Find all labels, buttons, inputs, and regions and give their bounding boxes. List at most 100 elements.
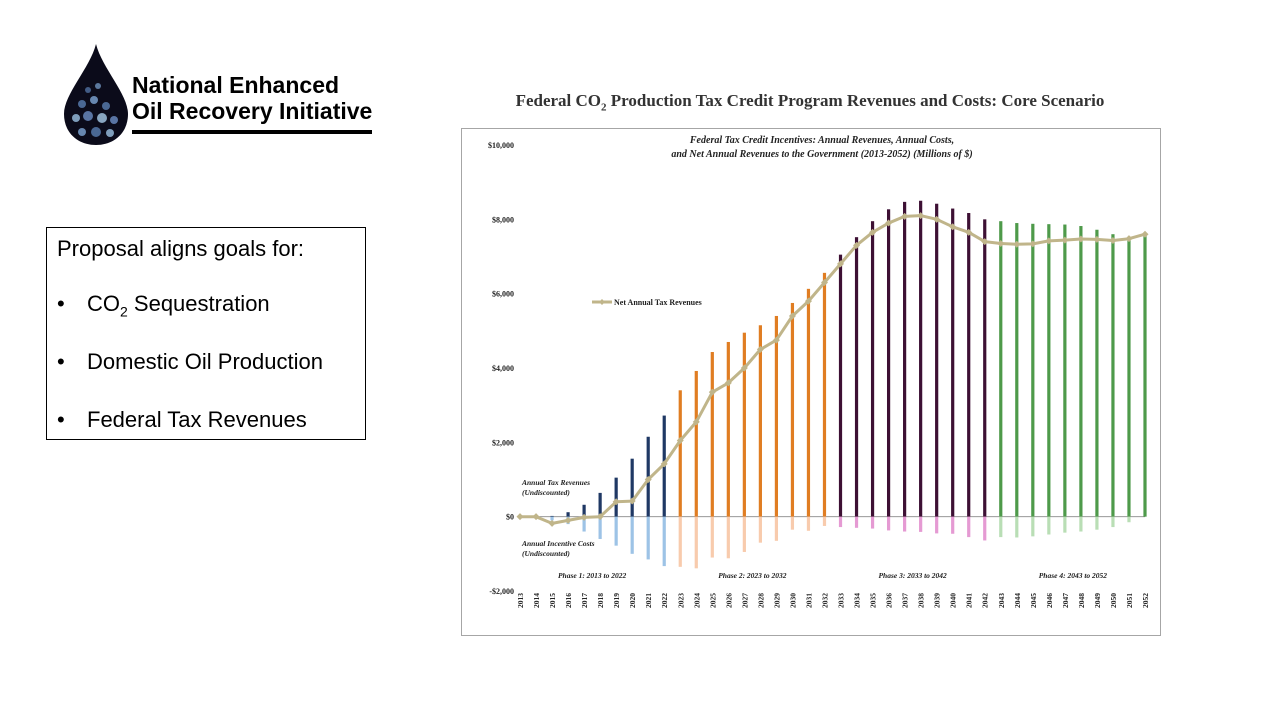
cost-bar [967,516,971,538]
bullet: • [57,291,65,316]
net-revenue-point [885,219,893,227]
x-tick-label: 2049 [1093,593,1102,608]
x-tick-label: 2028 [756,593,765,608]
x-tick-label: 2032 [820,593,829,608]
logo: National Enhanced Oil Recovery Initiativ… [60,42,375,147]
bullet: • [57,349,65,374]
revenue-bar [838,254,843,517]
revenue-bar [935,203,939,517]
cost-bar [662,516,666,567]
revenue-bar [598,492,602,517]
y-tick-label: $4,000 [492,364,514,373]
net-revenue-point [756,345,764,353]
chart-title-line-2: and Net Annual Revenues to the Governmen… [671,149,972,160]
cost-bar [582,516,586,532]
net-revenue-point [837,260,845,268]
net-revenue-point [1061,236,1069,244]
cost-bar [614,516,618,546]
net-revenue-point [997,239,1005,247]
x-tick-label: 2045 [1029,593,1038,608]
title-prefix: Federal CO [515,91,602,110]
x-tick-label: 2013 [516,593,525,608]
cost-bar [854,516,859,528]
x-tick-label: 2040 [949,593,958,608]
x-tick-label: 2030 [788,593,797,608]
net-revenue-point [772,336,780,344]
revenue-bar [822,272,827,517]
net-revenue-point [612,498,620,506]
net-revenue-point [820,279,828,287]
y-tick-label: $2,000 [492,438,514,447]
cost-bar [598,516,602,539]
net-revenue-point [965,228,973,236]
net-revenue-point [933,215,941,223]
x-tick-label: 2024 [692,593,701,608]
revenue-bar [774,315,779,517]
x-tick-label: 2051 [1125,593,1134,608]
cost-bar [1047,516,1051,535]
net-revenue-point [596,513,604,521]
x-tick-label: 2031 [804,593,813,608]
net-revenue-point [917,212,925,220]
logo-text: National Enhanced Oil Recovery Initiativ… [132,72,372,124]
revenue-bar [1079,226,1083,517]
goals-box: Proposal aligns goals for: • CO2 Sequestr… [46,227,366,440]
logo-line-1: National Enhanced [132,72,340,98]
net-revenue-point [804,297,812,305]
y-tick-label: -$2,000 [489,587,514,596]
goal-text-suffix: Sequestration [127,291,270,316]
net-revenue-point [532,513,540,521]
revenue-bar [870,221,875,517]
revenue-bar [967,213,971,517]
x-tick-label: 2022 [660,593,669,608]
net-revenue-point [740,364,748,372]
x-tick-label: 2026 [724,593,733,608]
net-revenue-point [1029,240,1037,248]
goal-subscript: 2 [120,303,128,320]
revenue-bar [854,237,859,517]
net-revenue-point [692,418,700,426]
logo-line-2: Oil Recovery Initiative [132,98,373,124]
title-suffix: Production Tax Credit Program Revenues a… [606,91,1105,110]
bullet: • [57,407,65,432]
net-revenue-point [516,513,524,521]
net-revenue-point [660,460,668,468]
net-revenue-line [520,214,1146,525]
goal-item-oil: • Domestic Oil Production [57,349,323,375]
revenue-bar [806,288,811,517]
net-revenue-point [580,513,588,521]
goal-text: Federal Tax Revenues [87,407,307,432]
y-tick-label: $6,000 [492,290,514,299]
goal-item-tax: • Federal Tax Revenues [57,407,307,433]
x-tick-label: 2038 [917,593,926,608]
x-tick-label: 2034 [853,593,862,608]
cost-bar [742,516,746,552]
x-tick-label: 2020 [628,593,637,608]
cost-bar [726,516,730,559]
net-revenue-point [724,379,732,387]
cost-bar [919,516,923,532]
cost-bar [1031,516,1035,537]
page-title: Federal CO2 Production Tax Credit Progra… [460,91,1160,113]
goal-text: Domestic Oil Production [87,349,323,374]
x-tick-label: 2035 [869,593,878,608]
net-revenue-point [1125,235,1133,243]
phase-label: Phase 4: 2043 to 2052 [1039,571,1108,580]
cost-bar [1015,516,1019,538]
net-revenue-point [628,497,636,505]
x-tick-label: 2033 [837,593,846,608]
goal-item-co2: • CO2 Sequestration [57,291,270,319]
net-revenue-point [644,476,652,483]
cost-bar [886,516,891,531]
revenue-bar [758,325,762,517]
net-revenue-point [1013,240,1021,248]
x-tick-label: 2047 [1061,593,1070,608]
net-revenue-point [1045,237,1053,245]
cost-bar [822,516,827,526]
phase-label: Phase 1: 2013 to 2022 [558,571,627,580]
title-subscript: 2 [601,101,607,114]
x-tick-label: 2016 [564,593,573,608]
cost-bar [999,516,1003,538]
revenue-bar [919,200,923,517]
y-tick-label: $10,000 [488,141,514,150]
